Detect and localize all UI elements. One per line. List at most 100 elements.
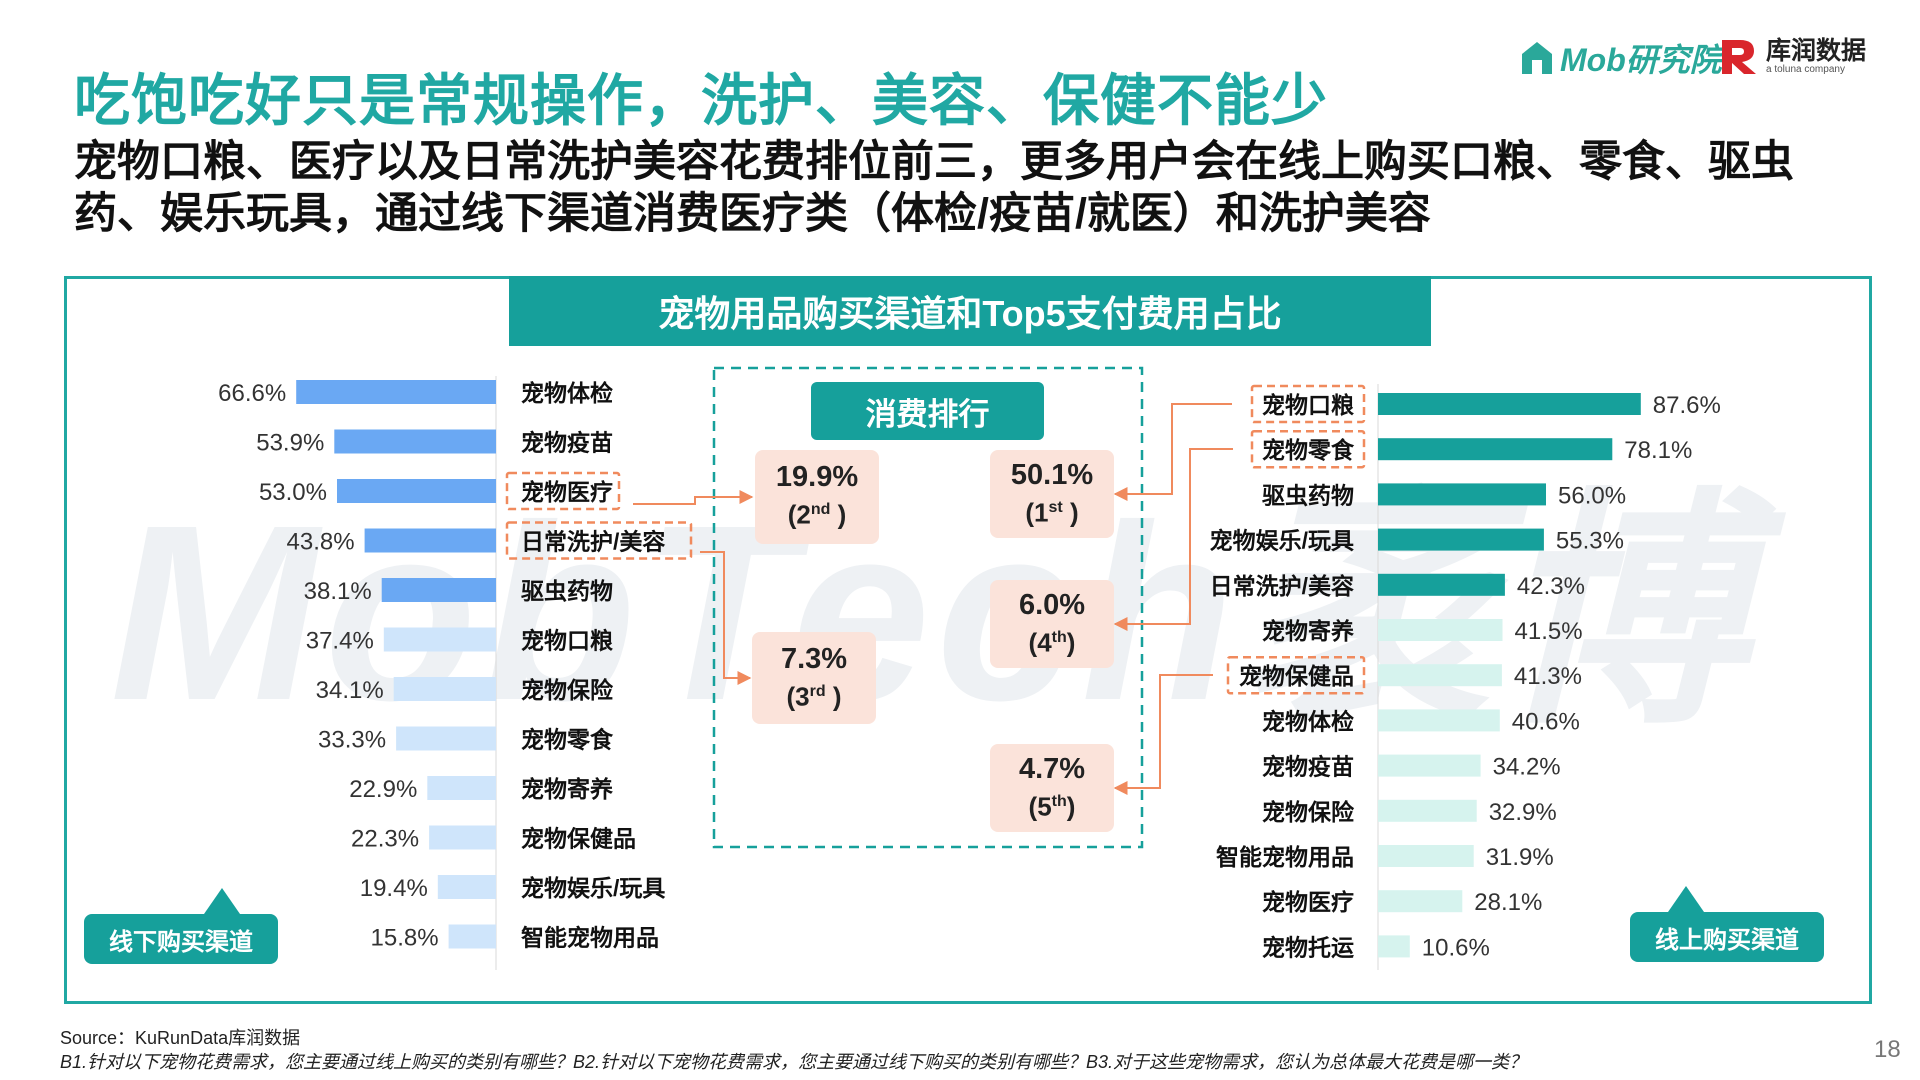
rank-ordinal: (4th): [1028, 627, 1076, 658]
offline-highlight-box: [505, 521, 693, 560]
online-bar-chart: 87.6% 宠物口粮 78.1% 宠物零食 56.0% 驱虫药物 55.3% 宠物娱乐/玩具 4…: [1210, 384, 1721, 970]
offline-category-label: 宠物保健品: [521, 826, 636, 852]
kurun-logo: 库润数据 a toluna company: [1718, 36, 1866, 76]
online-bar: [1378, 664, 1502, 687]
offline-value-label: 53.9%: [256, 430, 324, 457]
online-category-label: 宠物体检: [1262, 708, 1354, 734]
offline-bar: [427, 776, 496, 800]
offline-value-label: 34.1%: [316, 677, 384, 704]
offline-category-label: 驱虫药物: [521, 578, 613, 604]
rank-box-1: 50.1% (1st ): [990, 450, 1114, 538]
online-value-label: 40.6%: [1512, 708, 1580, 735]
online-highlight-box: [1250, 429, 1366, 469]
mob-house-icon: [1522, 42, 1552, 74]
mob-logo: Mob研究院: [1520, 36, 1722, 80]
connector-medical-to-rank2: [633, 490, 754, 505]
ranking-connectors: [633, 403, 1233, 795]
offline-category-label: 宠物疫苗: [521, 430, 613, 456]
online-category-label: 宠物疫苗: [1262, 754, 1354, 780]
offline-value-label: 53.0%: [259, 479, 327, 506]
offline-bar: [437, 875, 496, 899]
kurun-r-icon: [1722, 40, 1756, 74]
offline-category-label: 宠物保险: [521, 677, 614, 703]
rank-ordinal: (3rd ): [786, 681, 842, 712]
offline-value-label: 22.3%: [351, 826, 419, 853]
ranking-title: 消费排行: [811, 382, 1044, 440]
page-title: 吃饱吃好只是常规操作，洗护、美容、保健不能少: [74, 69, 1328, 132]
watermark: MobTech袤博: [110, 473, 1752, 752]
mob-logo-text: Mob研究院: [1560, 42, 1722, 78]
online-highlight-box: [1226, 655, 1366, 695]
rank-ordinal: (1st ): [1025, 497, 1079, 528]
offline-bar: [296, 380, 496, 404]
online-value-label: 34.2%: [1493, 754, 1561, 781]
offline-value-label: 66.6%: [218, 380, 286, 407]
online-bar: [1378, 483, 1546, 506]
rank-ordinal: (5th): [1028, 791, 1076, 822]
rank-value: 6.0%: [1018, 589, 1086, 621]
offline-channel-tag: 线下购买渠道: [84, 914, 278, 964]
offline-value-label: 19.4%: [360, 875, 428, 902]
offline-tag-pointer: [204, 888, 240, 914]
online-bar: [1378, 619, 1503, 641]
online-bar: [1378, 528, 1544, 551]
online-value-label: 41.5%: [1515, 618, 1583, 645]
rank-value: 7.3%: [780, 643, 848, 675]
online-category-label: 日常洗护/美容: [1210, 573, 1354, 599]
offline-category-label: 宠物娱乐/玩具: [521, 875, 665, 901]
rank-box-2: 19.9% (2nd ): [755, 450, 879, 544]
online-value-label: 87.6%: [1653, 392, 1721, 419]
page-subtitle: 宠物口粮、医疗以及日常洗护美容花费排位前三，更多用户会在线上购买口粮、零食、驱虫…: [74, 138, 1794, 238]
offline-bar: [429, 825, 496, 850]
offline-bar: [448, 924, 496, 949]
rank-ordinal: (2nd ): [787, 499, 847, 530]
offline-bar: [364, 528, 496, 553]
offline-value-label: 43.8%: [287, 529, 355, 556]
page-number: 18: [1874, 1036, 1901, 1063]
offline-bar: [381, 578, 496, 602]
online-highlight-box: [1250, 384, 1366, 424]
online-category-label: 宠物口粮: [1262, 392, 1354, 418]
online-value-label: 32.9%: [1489, 799, 1557, 826]
offline-category-label: 日常洗护/美容: [521, 529, 665, 555]
online-bar: [1378, 799, 1477, 822]
online-bar: [1378, 845, 1474, 867]
connector-snacks-to-rank4: [1113, 448, 1233, 631]
online-category-label: 宠物托运: [1262, 934, 1354, 960]
connector-supplements-to-rank5: [1113, 674, 1213, 795]
online-category-label: 驱虫药物: [1262, 482, 1354, 508]
online-value-label: 31.9%: [1486, 844, 1554, 871]
online-value-label: 41.3%: [1514, 663, 1582, 690]
rank-box-3: 7.3% (3rd ): [752, 632, 876, 724]
online-bar: [1378, 890, 1463, 913]
offline-category-label: 宠物寄养: [521, 776, 613, 802]
online-channel-tag: 线上购买渠道: [1630, 912, 1824, 962]
rank-value: 50.1%: [1010, 459, 1094, 491]
online-category-label: 智能宠物用品: [1216, 844, 1354, 870]
offline-category-label: 宠物体检: [521, 380, 613, 406]
online-bar: [1378, 393, 1641, 415]
offline-value-label: 37.4%: [306, 628, 374, 655]
offline-highlight-box: [505, 471, 621, 511]
offline-bar: [393, 677, 496, 701]
offline-bar: [383, 627, 496, 652]
ranking-dashed-frame: [712, 366, 1144, 849]
online-bar: [1378, 573, 1505, 596]
offline-category-label: 宠物医疗: [521, 479, 613, 505]
online-bar: [1378, 935, 1410, 958]
rank-box-4: 6.0% (4th): [990, 580, 1114, 668]
offline-category-label: 宠物零食: [521, 727, 614, 753]
question-footnote: B1.针对以下宠物花费需求，您主要通过线上购买的类别有哪些？B2.针对以下宠物花…: [60, 1052, 1528, 1072]
online-value-label: 56.0%: [1558, 482, 1626, 509]
online-value-label: 10.6%: [1422, 934, 1490, 961]
offline-bar: [337, 479, 496, 503]
online-category-label: 宠物娱乐/玩具: [1210, 528, 1354, 554]
ranking-frame: [712, 366, 1144, 849]
rank-box-5: 4.7% (5th): [990, 744, 1114, 832]
online-tag-pointer: [1668, 886, 1704, 912]
online-category-label: 宠物保险: [1262, 799, 1355, 825]
offline-bar: [396, 726, 496, 751]
online-value-label: 28.1%: [1474, 889, 1542, 916]
connector-grooming-to-rank3: [700, 551, 752, 685]
